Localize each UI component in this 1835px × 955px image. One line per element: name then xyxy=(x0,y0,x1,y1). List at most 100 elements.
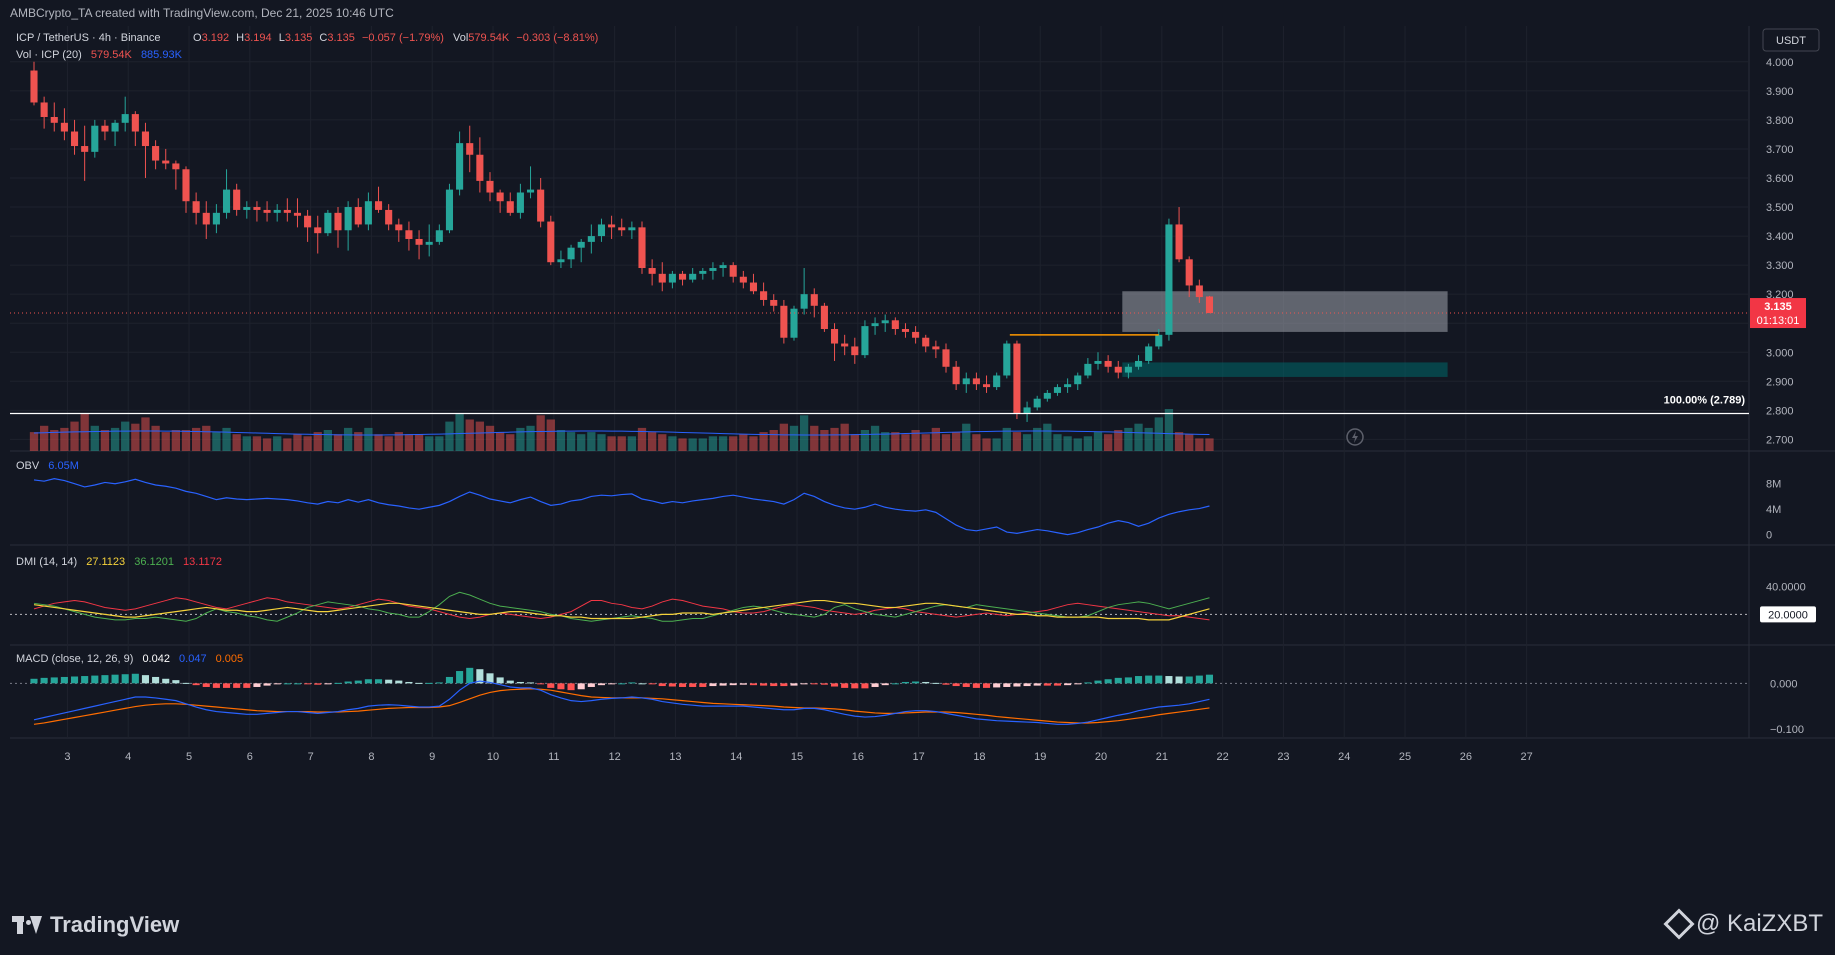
dmi-label: DMI (14, 14) xyxy=(16,556,77,568)
volume-bar xyxy=(222,427,231,451)
candle-body xyxy=(222,189,231,213)
price-tick-label: 2.900 xyxy=(1766,376,1794,388)
supply-zone xyxy=(1122,291,1448,332)
volume-bar xyxy=(982,438,991,451)
hist-value: 0.005 xyxy=(216,653,244,665)
candle-body xyxy=(1003,343,1011,376)
candle-body xyxy=(678,273,687,280)
macd-histogram-bar xyxy=(841,683,849,688)
tradingview-logo[interactable]: TradingView xyxy=(12,912,179,938)
price-tick-label: 3.000 xyxy=(1766,347,1794,359)
macd-histogram-bar xyxy=(861,683,869,689)
volume-bar xyxy=(566,432,576,451)
candle-body xyxy=(608,224,616,228)
macd-histogram-bar xyxy=(1165,676,1173,684)
date-tick-label: 16 xyxy=(852,751,864,763)
change-value: −0.057 (−1.79%) xyxy=(362,32,444,44)
candle-body xyxy=(415,238,423,245)
symbol-label[interactable]: ICP / TetherUS · 4h · Binance xyxy=(16,32,161,44)
macd-histogram-bar xyxy=(1033,683,1041,686)
macd-legend[interactable]: MACD (close, 12, 26, 9) 0.042 0.047 0.00… xyxy=(16,653,243,665)
vol-value: 579.54K xyxy=(468,32,510,44)
dmi-legend[interactable]: DMI (14, 14) 27.1123 36.1201 13.1172 xyxy=(16,556,222,568)
volume-bar xyxy=(911,430,920,451)
price-tick-label: 4.000 xyxy=(1766,57,1794,69)
macd-histogram-bar xyxy=(871,683,879,687)
candle-body xyxy=(91,125,99,152)
volume-bar xyxy=(141,417,150,451)
vol-change: −0.303 (−8.81%) xyxy=(516,32,598,44)
volume-bar xyxy=(921,434,930,451)
date-tick-label: 4 xyxy=(125,751,131,763)
tradingview-logo-icon xyxy=(12,916,42,934)
candle-body xyxy=(719,265,727,269)
macd-histogram-bar xyxy=(50,677,58,684)
obv-legend[interactable]: OBV 6.05M xyxy=(16,460,79,472)
macd-histogram-bar xyxy=(689,683,697,687)
open-value: 3.192 xyxy=(202,32,230,44)
watermark-text: @ KaiZXBT xyxy=(1695,910,1823,937)
candle-body xyxy=(435,230,443,242)
macd-histogram-bar xyxy=(314,683,322,685)
candle-body xyxy=(557,259,565,263)
volume-bar xyxy=(232,434,241,451)
current-price-value: 3.135 xyxy=(1764,301,1792,313)
volume-bar xyxy=(972,434,981,451)
candle-body xyxy=(881,320,889,324)
chart-container[interactable]: 100.00% (2.789) 8M 4M 0 40.0000 0.000 −0.10… xyxy=(10,26,1835,896)
candle-body xyxy=(709,268,717,271)
macd-histogram-bar xyxy=(962,683,970,687)
candle-body xyxy=(1205,296,1214,314)
volume-bar xyxy=(29,432,39,451)
candle-body xyxy=(466,143,474,155)
obv-value: 6.05M xyxy=(48,460,79,472)
volume-bar xyxy=(901,434,910,451)
candle-body xyxy=(476,154,484,181)
candle-body xyxy=(233,189,241,210)
candle-body xyxy=(1145,346,1153,361)
lightning-icon[interactable] xyxy=(1346,428,1364,446)
macd-histogram-bar xyxy=(131,673,139,684)
candle-body xyxy=(1124,366,1132,373)
volume-bar xyxy=(658,434,667,451)
candle-body xyxy=(263,209,271,213)
volume-bar xyxy=(242,436,251,451)
volume-bar xyxy=(151,425,160,451)
price-tick-label: 2.800 xyxy=(1766,405,1794,417)
macd-histogram-bar xyxy=(192,683,200,686)
currency-badge[interactable]: USDT xyxy=(1762,28,1820,52)
volume-bar xyxy=(1002,427,1011,451)
volume-bar xyxy=(495,432,505,451)
macd-histogram-bar xyxy=(942,683,950,685)
macd-histogram-bar xyxy=(243,683,251,688)
volume-bar xyxy=(1164,409,1174,451)
price-axis[interactable]: 4.000 3.900 3.800 3.700 3.600 3.500 3.400 3.300… xyxy=(1766,57,1794,447)
ohlc-legend: O3.192 H3.194 L3.135 C3.135 −0.057 (−1.7… xyxy=(193,32,598,44)
di-plus-value: 36.1201 xyxy=(134,556,174,568)
volume-bar xyxy=(1154,417,1163,451)
volume-bar xyxy=(384,436,393,451)
macd-histogram-bar xyxy=(30,678,38,684)
macd-histogram-bar xyxy=(912,681,920,684)
macd-histogram-bar xyxy=(476,669,484,684)
candle-body xyxy=(932,346,940,350)
volume-bar xyxy=(445,421,454,451)
macd-histogram-bar xyxy=(1104,679,1112,684)
volume-bar xyxy=(414,434,424,451)
volume-legend[interactable]: Vol · ICP (20) 579.54K 885.93K xyxy=(16,49,183,61)
macd-histogram-bar xyxy=(1023,683,1031,687)
candle-body xyxy=(1043,392,1051,399)
date-tick-label: 5 xyxy=(186,751,192,763)
candle-body xyxy=(729,265,737,277)
candle-body xyxy=(810,294,818,306)
volume-bar xyxy=(597,434,606,451)
macd-histogram-bar xyxy=(212,683,220,688)
candle-body xyxy=(1175,224,1183,260)
candle-body xyxy=(60,122,68,132)
macd-line xyxy=(33,680,1210,725)
time-axis[interactable]: 3 4 5 6 7 8 9 10 11 12 13 14 15 16 17 18 19 20 21 22 23 24 25 2… xyxy=(64,751,1532,763)
chart-svg[interactable]: 100.00% (2.789) 8M 4M 0 40.0000 0.000 −0.10… xyxy=(10,26,1835,896)
macd-histogram-bar xyxy=(567,683,575,691)
candle-body xyxy=(496,192,504,202)
signal-line xyxy=(33,688,1210,725)
